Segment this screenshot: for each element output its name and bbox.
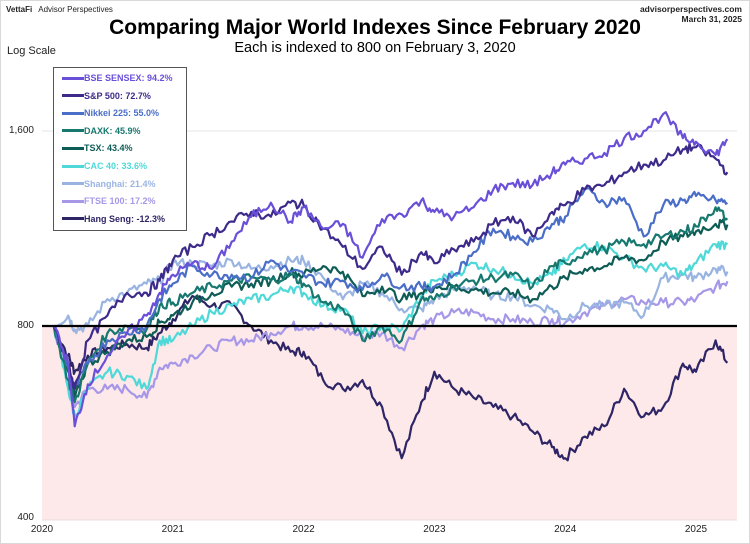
legend-item: FTSE 100: 17.2% [62, 195, 156, 207]
x-tick-label: 2025 [684, 524, 708, 535]
legend-swatch [62, 217, 84, 221]
legend-item: TSX: 43.4% [62, 142, 133, 154]
legend: BSE SENSEX: 94.2% S&P 500: 72.7% Nikkei 22… [53, 67, 187, 231]
legend-item: CAC 40: 33.6% [62, 160, 147, 172]
x-tick-label: 2021 [161, 524, 184, 535]
legend-label: CAC 40: 33.6% [84, 161, 148, 171]
legend-label: TSX: 43.4% [84, 143, 133, 154]
chart-subtitle: Each is indexed to 800 on February 3, 20… [234, 40, 516, 56]
series-line-s-p-500 [52, 142, 729, 390]
legend-swatch [62, 182, 84, 186]
legend-swatch [62, 146, 84, 150]
legend-swatch [62, 129, 84, 133]
legend-item: Shanghai: 21.4% [62, 178, 156, 190]
legend-item: BSE SENSEX: 94.2% [62, 72, 173, 84]
x-tick-label: 2022 [292, 524, 315, 535]
legend-label: DAXK: 45.9% [84, 125, 141, 136]
legend-swatch [62, 199, 84, 203]
legend-swatch [62, 76, 84, 80]
legend-item: DAXK: 45.9% [62, 125, 141, 137]
brand-logo: VettaFi Advisor Perspectives [6, 5, 113, 14]
legend-label: Nikkei 225: 55.0% [84, 108, 160, 119]
legend-swatch [62, 94, 84, 98]
series-line-nikkei-225 [53, 187, 729, 390]
legend-label: FTSE 100: 17.2% [84, 196, 156, 207]
legend-label: Hang Seng: -12.3% [84, 213, 166, 224]
legend-item: Hang Seng: -12.3% [62, 213, 165, 225]
source-date: March 31, 2025 [681, 14, 742, 24]
brand-name: VettaFi [6, 5, 33, 14]
series-line-tsx [52, 218, 729, 399]
legend-label: BSE SENSEX: 94.2% [84, 73, 173, 83]
legend-swatch [62, 111, 84, 115]
y-tick-label: 1,600 [8, 125, 34, 136]
scale-label: Log Scale [7, 45, 56, 57]
legend-item: Nikkei 225: 55.0% [62, 107, 159, 119]
series-line-bse-sensex [52, 111, 729, 428]
y-tick-label: 800 [17, 320, 34, 331]
x-tick-label: 2020 [30, 524, 54, 535]
legend-item: S&P 500: 72.7% [62, 90, 151, 102]
y-tick-label: 400 [17, 512, 34, 523]
legend-label: S&P 500: 72.7% [84, 90, 151, 101]
source-site: advisorperspectives.com [639, 4, 742, 14]
below-baseline-fill [42, 326, 737, 520]
series-line-shanghai [53, 254, 729, 335]
chart-title: Comparing Major World Indexes Since Febr… [109, 16, 641, 39]
legend-label: Shanghai: 21.4% [84, 178, 156, 189]
brand-subtitle: Advisor Perspectives [38, 5, 113, 14]
source-info: advisorperspectives.com March 31, 2025 [640, 4, 742, 24]
series-line-hang-seng [52, 294, 729, 462]
x-tick-label: 2024 [554, 524, 577, 535]
x-tick-label: 2023 [423, 524, 446, 535]
legend-swatch [62, 164, 84, 168]
